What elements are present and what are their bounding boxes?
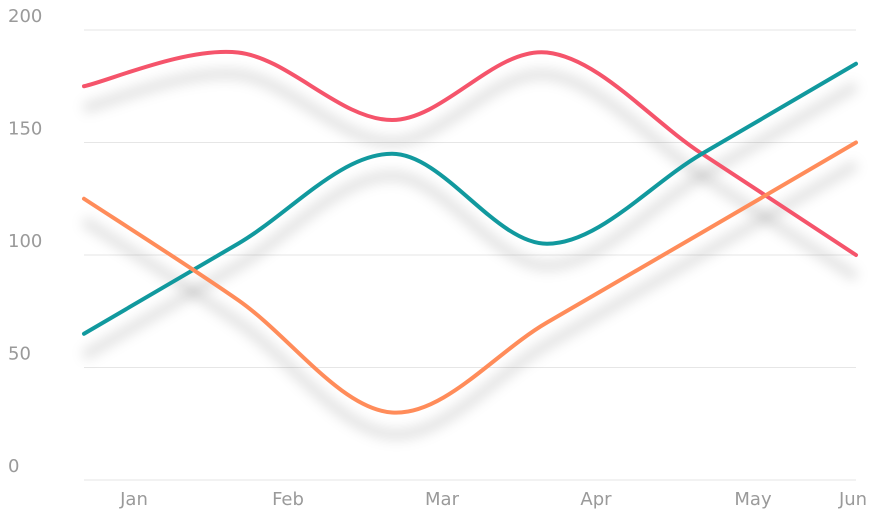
x-tick-label: Jun (838, 489, 867, 510)
series-line-2 (82, 61, 858, 336)
x-tick-label: Jan (119, 489, 148, 510)
y-tick-label: 50 (8, 344, 31, 365)
y-tick-label: 0 (8, 456, 19, 477)
series-shadow (81, 81, 859, 361)
y-tick-label: 150 (8, 119, 42, 140)
series-lines (82, 49, 858, 415)
x-tick-label: May (734, 489, 772, 510)
y-tick-label: 100 (8, 231, 42, 252)
x-tick-label: Apr (580, 489, 612, 510)
series-shadow (81, 160, 859, 440)
y-tick-label: 200 (8, 6, 42, 27)
x-axis-labels: Jan Feb Mar Apr May Jun (119, 489, 867, 510)
series-line-3 (82, 140, 858, 415)
series-shadow (82, 68, 859, 282)
x-tick-label: Mar (425, 489, 460, 510)
grid-lines (84, 29, 856, 481)
series-line-1 (82, 49, 858, 257)
x-tick-label: Feb (272, 489, 304, 510)
y-axis-labels: 0 50 100 150 200 (8, 6, 42, 477)
